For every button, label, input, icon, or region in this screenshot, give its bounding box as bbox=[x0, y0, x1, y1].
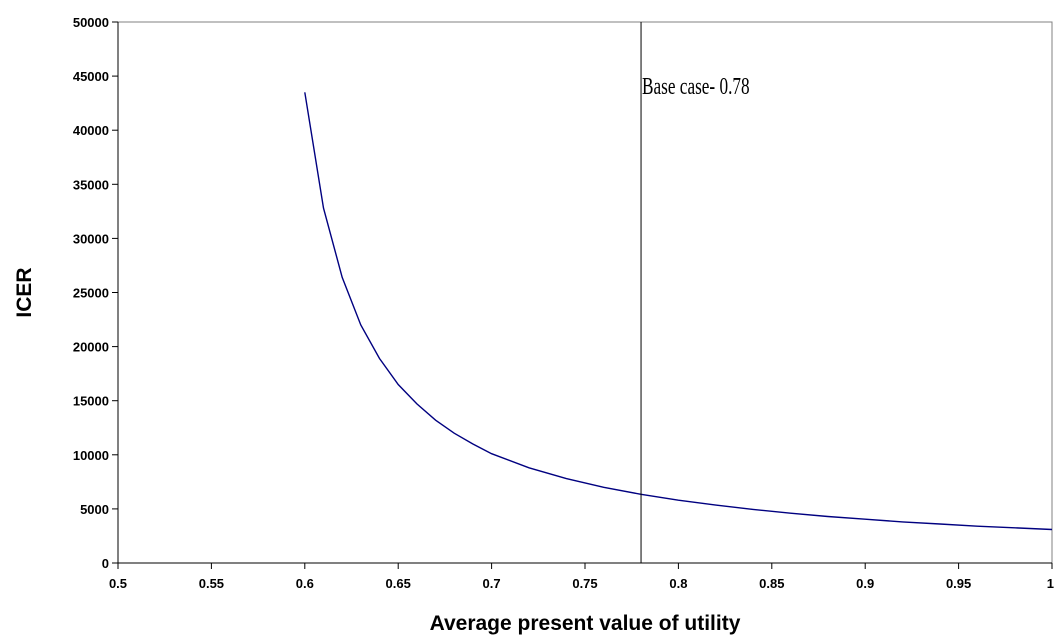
plot-area bbox=[117, 21, 1053, 564]
x-tick-label: 0.5 bbox=[109, 576, 127, 591]
series-layer bbox=[304, 92, 1053, 531]
x-axis-title: Average present value of utility bbox=[430, 612, 741, 635]
x-tick-label: 0.55 bbox=[199, 576, 224, 591]
y-tick-label: 30000 bbox=[73, 231, 109, 246]
x-tick-label: 0.65 bbox=[386, 576, 411, 591]
y-axis-title: ICER bbox=[13, 267, 36, 317]
base-case-label: Base case- 0.78 bbox=[642, 72, 750, 100]
y-tick-label: 15000 bbox=[73, 394, 109, 409]
x-axis: 0.5 0.55 0.6 0.65 0.7 0.75 0.8 0.85 0.9 0.95 1 bbox=[109, 563, 1054, 591]
y-tick-label: 35000 bbox=[73, 177, 109, 192]
y-tick-label: 45000 bbox=[73, 69, 109, 84]
y-tick-label: 40000 bbox=[73, 123, 109, 138]
plot-frame bbox=[117, 21, 1053, 564]
x-tick-label: 0.7 bbox=[483, 576, 501, 591]
y-tick-label: 25000 bbox=[73, 286, 109, 301]
y-tick-label: 50000 bbox=[73, 15, 109, 30]
y-tick-label: 20000 bbox=[73, 340, 109, 355]
y-tick-label: 0 bbox=[102, 556, 109, 571]
x-tick-label: 0.75 bbox=[572, 576, 597, 591]
x-tick-label: 0.6 bbox=[296, 576, 314, 591]
x-tick-label: 1 bbox=[1047, 576, 1054, 591]
reference-layer: Base case- 0.78 bbox=[640, 22, 750, 563]
y-tick-label: 10000 bbox=[73, 448, 109, 463]
x-tick-label: 0.8 bbox=[669, 576, 687, 591]
y-axis: 0 5000 10000 15000 20000 25000 30000 35000 40000… bbox=[73, 15, 118, 571]
series-line-0 bbox=[304, 92, 1053, 531]
y-tick-label: 5000 bbox=[80, 502, 109, 517]
x-tick-label: 0.95 bbox=[946, 576, 971, 591]
x-tick-label: 0.85 bbox=[759, 576, 784, 591]
x-tick-label: 0.9 bbox=[856, 576, 874, 591]
